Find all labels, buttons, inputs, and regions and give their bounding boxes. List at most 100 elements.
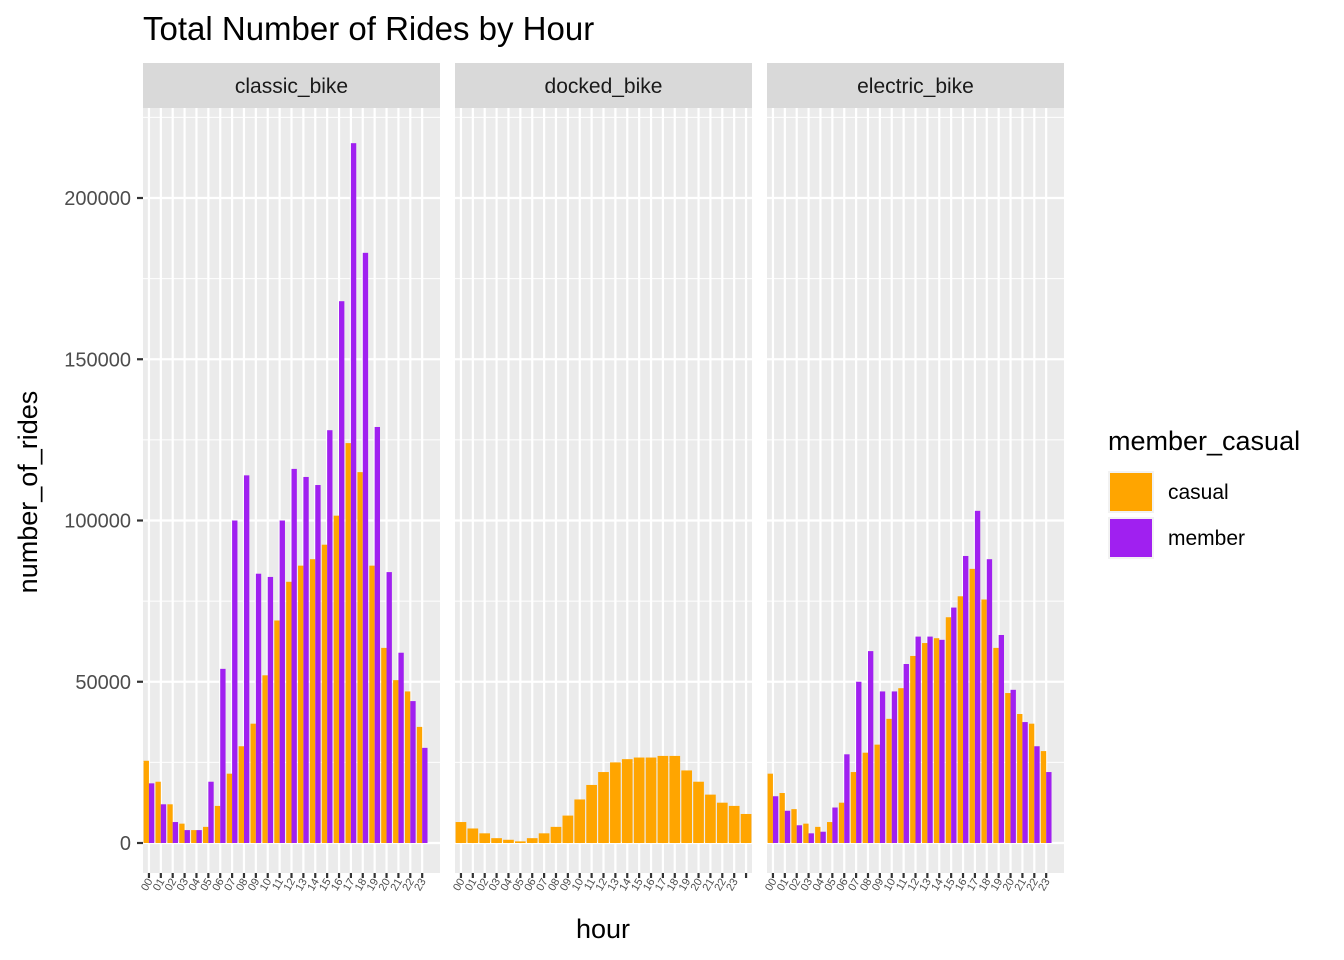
x-tick-label: 07 (222, 877, 239, 894)
x-tick-label: 02 (163, 877, 180, 894)
bar-electric_bike-member-0 (772, 796, 779, 843)
x-tick-label: 11 (582, 877, 598, 893)
legend-item-member: member (1108, 517, 1245, 559)
facet-strip-label: classic_bike (235, 75, 348, 98)
x-tick-label: 09 (558, 877, 575, 894)
bar-docked_bike-casual-2 (479, 833, 491, 843)
x-tick-label: 21 (1013, 877, 1030, 894)
bar-classic_bike-casual-13 (298, 565, 304, 843)
bars-docked_bike (455, 755, 752, 843)
bar-electric_bike-casual-13 (922, 643, 928, 843)
facet-strip (767, 63, 1064, 108)
bar-electric_bike-casual-23 (1040, 751, 1047, 843)
bar-electric_bike-member-23 (1046, 772, 1052, 843)
x-tick-label: 01 (775, 877, 792, 894)
bar-classic_bike-member-15 (327, 430, 333, 843)
bar-electric_bike-member-17 (974, 510, 981, 843)
x-tick-label: 01 (151, 877, 168, 894)
bar-docked_bike-casual-22 (716, 802, 728, 843)
bar-docked_bike-casual-19 (681, 770, 693, 843)
legend-swatch (1110, 473, 1152, 511)
x-tick-label: 20 (1001, 877, 1018, 894)
y-tick-label: 100000 (64, 511, 131, 533)
legend-swatch (1110, 519, 1152, 557)
bar-classic_bike-member-6 (220, 668, 226, 843)
bar-classic_bike-casual-9 (250, 723, 256, 843)
bar-classic_bike-casual-15 (321, 544, 328, 843)
x-tick-label: 08 (546, 877, 563, 894)
y-tick-label: 0 (120, 833, 131, 855)
facet-strip-label: electric_bike (857, 75, 974, 98)
facet-strip-label: docked_bike (545, 75, 663, 98)
bar-electric_bike-member-6 (844, 754, 850, 843)
bar-electric_bike-member-2 (796, 825, 803, 843)
facet-strip (143, 63, 440, 108)
bar-electric_bike-member-18 (986, 559, 993, 843)
x-tick-label: 14 (305, 877, 322, 894)
x-tick-label: 14 (929, 877, 946, 894)
x-tick-label: 10 (258, 877, 275, 894)
x-tick-label: 07 (534, 877, 551, 894)
x-tick-label: 08 (234, 877, 251, 894)
bar-electric_bike-casual-7 (850, 772, 857, 843)
bar-electric_bike-casual-3 (803, 823, 809, 843)
x-tick-label: 13 (605, 877, 622, 894)
x-tick-label: 06 (210, 877, 227, 894)
bar-docked_bike-casual-17 (657, 755, 669, 843)
bar-classic_bike-casual-6 (214, 805, 221, 843)
bar-docked_bike-casual-5 (514, 841, 526, 843)
bar-electric_bike-member-16 (963, 555, 969, 843)
bar-classic_bike-member-5 (208, 781, 214, 843)
x-tick-label: 17 (341, 877, 358, 894)
x-tick-label: 22 (712, 877, 729, 894)
bar-classic_bike-casual-12 (286, 581, 292, 843)
x-tick-label: 04 (187, 877, 204, 894)
bar-docked_bike-casual-0 (455, 822, 467, 843)
bar-docked_bike-casual-7 (538, 833, 550, 843)
bar-classic_bike-casual-14 (309, 559, 316, 843)
bar-electric_bike-member-10 (891, 691, 898, 843)
bar-electric_bike-member-19 (998, 634, 1005, 843)
bar-classic_bike-member-3 (184, 830, 190, 843)
bar-electric_bike-casual-21 (1017, 714, 1023, 843)
bar-classic_bike-member-12 (291, 468, 297, 843)
bar-electric_bike-casual-8 (862, 752, 868, 843)
bar-electric_bike-casual-11 (898, 688, 904, 843)
bar-classic_bike-member-16 (339, 301, 345, 843)
bar-electric_bike-casual-22 (1028, 723, 1035, 843)
bars-classic_bike (143, 143, 428, 844)
x-tick-label: 03 (799, 877, 816, 894)
bar-classic_bike-member-7 (232, 520, 238, 843)
facet-panels: classic_bike0001020304050607080910111213… (139, 63, 1064, 893)
bar-classic_bike-casual-3 (179, 823, 185, 843)
x-tick-label: 15 (629, 877, 646, 894)
legend-items: casual member (1108, 471, 1245, 559)
bar-electric_bike-casual-17 (969, 568, 975, 843)
x-tick-label: 00 (139, 877, 156, 894)
x-tick-label: 21 (389, 877, 406, 894)
bar-classic_bike-member-19 (374, 426, 381, 843)
x-tick-label: 18 (977, 877, 994, 894)
bar-classic_bike-member-14 (315, 485, 321, 843)
x-axis-title: hour (576, 914, 630, 944)
bar-classic_bike-casual-20 (381, 647, 387, 843)
bar-docked_bike-casual-15 (633, 757, 645, 843)
bar-electric_bike-casual-12 (910, 655, 916, 843)
x-tick-label: 12 (282, 877, 299, 894)
bar-classic_bike-casual-7 (226, 773, 233, 843)
bar-classic_bike-member-4 (196, 830, 202, 843)
bar-electric_bike-member-1 (784, 810, 791, 843)
bar-electric_bike-casual-0 (767, 773, 773, 843)
x-tick-label: 20 (689, 877, 706, 894)
bar-electric_bike-casual-18 (981, 599, 987, 843)
bar-classic_bike-casual-18 (357, 472, 363, 843)
x-tick-label: 01 (463, 877, 480, 894)
bar-electric_bike-member-11 (903, 664, 909, 843)
bar-docked_bike-casual-9 (562, 815, 574, 843)
x-tick-label: 22 (1024, 877, 1041, 894)
facet-strip (455, 63, 752, 108)
bar-classic_bike-member-2 (172, 822, 179, 843)
bar-electric_bike-member-22 (1034, 746, 1040, 843)
x-tick-label: 03 (175, 877, 192, 894)
